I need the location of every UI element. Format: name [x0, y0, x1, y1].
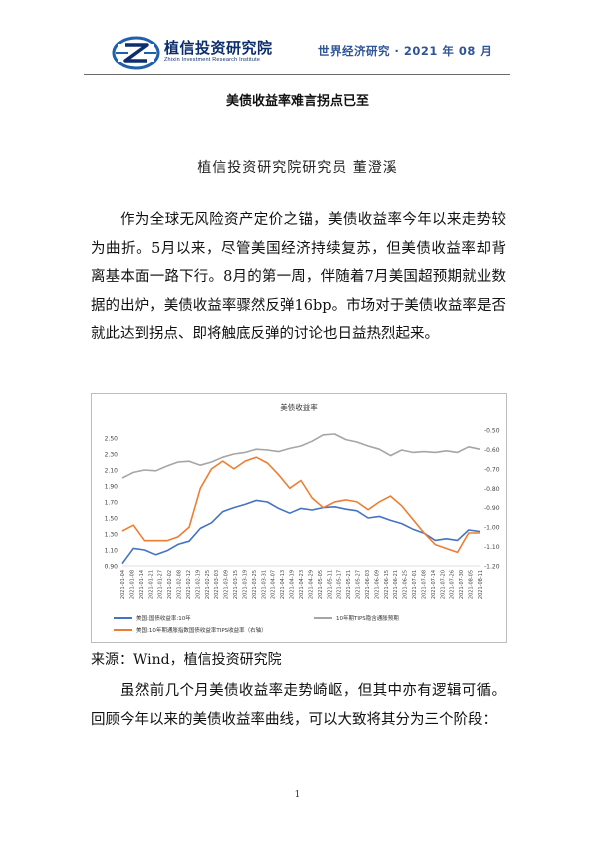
right-tick-label: -1.20	[484, 564, 500, 571]
x-tick-label: 2021-07-08	[421, 570, 427, 599]
x-tick-label: 2021-01-27	[158, 570, 164, 599]
x-tick-label: 2021-04-29	[308, 570, 314, 599]
right-tick-label: -0.80	[484, 486, 500, 493]
x-tick-label: 2021-06-15	[384, 570, 390, 599]
x-tick-label: 2021-03-31	[261, 570, 267, 599]
x-tick-label: 2021-01-21	[148, 570, 154, 599]
x-tick-label: 2021-05-21	[346, 570, 352, 599]
x-tick-label: 2021-01-04	[120, 570, 126, 599]
left-tick-label: 2.10	[105, 468, 119, 475]
x-tick-label: 2021-07-01	[412, 570, 418, 599]
left-tick-label: 0.90	[105, 564, 119, 571]
x-tick-label: 2021-04-07	[271, 570, 277, 599]
x-tick-label: 2021-05-05	[318, 570, 324, 599]
x-tick-label: 2021-02-25	[205, 570, 211, 599]
legend-label: 美国:国债收益率:10年	[136, 614, 191, 622]
series-lines	[121, 433, 481, 565]
x-tick-label: 2021-05-27	[356, 570, 362, 599]
left-tick-label: 2.50	[105, 436, 119, 443]
x-tick-label: 2021-05-11	[327, 570, 333, 599]
right-axis-ticks: -0.50 -0.60 -0.70 -0.80 -0.90 -1.00 -1.10 -1.20	[484, 428, 500, 571]
x-tick-label: 2021-03-03	[214, 570, 220, 599]
x-tick-label: 2021-02-02	[167, 570, 173, 599]
x-tick-label: 2021-03-25	[252, 570, 258, 599]
series-line-3	[121, 456, 480, 554]
left-tick-label: 1.10	[105, 548, 119, 555]
right-tick-label: -1.00	[484, 525, 500, 532]
left-tick-label: 1.50	[105, 516, 119, 523]
x-tick-label: 2021-01-08	[129, 570, 135, 599]
left-axis-ticks: 0.90 1.10 1.30 1.50 1.70 1.90 2.10 2.30 2.50	[105, 436, 119, 571]
x-tick-label: 2021-06-03	[365, 570, 371, 599]
logo-icon	[112, 36, 160, 70]
right-tick-label: -1.10	[484, 544, 500, 551]
x-tick-label: 2021-02-19	[195, 570, 201, 599]
x-axis-ticks: 2021-01-04 2021-01-08 2021-01-14 2021-01-21…	[120, 570, 484, 599]
x-tick-label: 2021-07-14	[431, 570, 437, 599]
article-title: 美债收益率难言拐点已至	[225, 94, 369, 109]
header-series-label: 世界经济研究 · 2021 年 08 月	[318, 44, 493, 58]
left-tick-label: 1.30	[105, 532, 119, 539]
series-line-2	[121, 433, 481, 479]
x-tick-label: 2021-03-19	[242, 570, 248, 599]
x-tick-label: 2021-05-17	[337, 570, 343, 599]
paragraph-intro: 作为全球无风险资产定价之锚，美债收益率今年以来走势较为曲折。5月以来，尽管美国经…	[91, 212, 506, 342]
x-tick-label: 2021-06-09	[374, 570, 380, 599]
right-tick-label: -0.70	[484, 466, 500, 473]
paragraph-stages: 虽然前几个月美债收益率走势崎岖，但其中亦有逻辑可循。回顾今年以来的美债收益率曲线…	[91, 683, 506, 728]
logo-name: 植信投资研究院	[164, 39, 273, 57]
legend-label: 美国:10年期通胀指数国债收益率TIPS收益率（右轴）	[136, 626, 267, 634]
left-tick-label: 1.90	[105, 484, 119, 491]
x-tick-label: 2021-04-19	[290, 570, 296, 599]
right-tick-label: -0.50	[484, 428, 500, 435]
chart-title: 美债收益率	[280, 402, 318, 412]
header-divider	[84, 74, 510, 75]
x-tick-label: 2021-01-14	[139, 570, 145, 599]
logo-subtitle: Zhixin Investment Research Institute	[164, 57, 261, 63]
right-tick-label: -0.90	[484, 505, 500, 512]
chart-legend: 美国:国债收益率:10年 10年期TIPS隐含通胀预期美国:10年期通胀指数国债收…	[114, 614, 399, 634]
x-tick-label: 2021-02-12	[186, 570, 192, 599]
right-tick-label: -0.60	[484, 447, 500, 454]
x-tick-label: 2021-06-25	[403, 570, 409, 599]
x-tick-label: 2021-04-13	[280, 570, 286, 599]
x-tick-label: 2021-06-21	[393, 570, 399, 599]
series-line-1	[121, 499, 481, 565]
x-tick-label: 2021-03-09	[224, 570, 230, 599]
x-tick-label: 2021-07-20	[440, 570, 446, 599]
x-tick-label: 2021-03-15	[233, 570, 239, 599]
chart-source: 来源：Wind，植信投资研究院	[91, 652, 282, 668]
x-tick-label: 2021-07-30	[459, 570, 465, 599]
yield-chart: 美债收益率 0.90 1.10 1.30 1.50 1.70 1.90 2.10 2.30 2.…	[105, 402, 500, 634]
page-number: 1	[294, 790, 301, 800]
chart-container: 美债收益率 0.90 1.10 1.30 1.50 1.70 1.90 2.10 2.30 2.…	[91, 393, 507, 643]
x-tick-label: 2021-08-11	[478, 570, 484, 599]
article-author: 植信投资研究院研究员 董澄溪	[197, 160, 398, 176]
x-tick-label: 2021-02-08	[177, 570, 183, 599]
left-tick-label: 2.30	[105, 452, 119, 459]
left-tick-label: 1.70	[105, 500, 119, 507]
x-tick-label: 2021-07-26	[450, 570, 456, 599]
x-tick-label: 2021-08-05	[469, 570, 475, 599]
x-tick-label: 2021-04-23	[299, 570, 305, 599]
legend-label: 10年期TIPS隐含通胀预期	[336, 614, 399, 622]
